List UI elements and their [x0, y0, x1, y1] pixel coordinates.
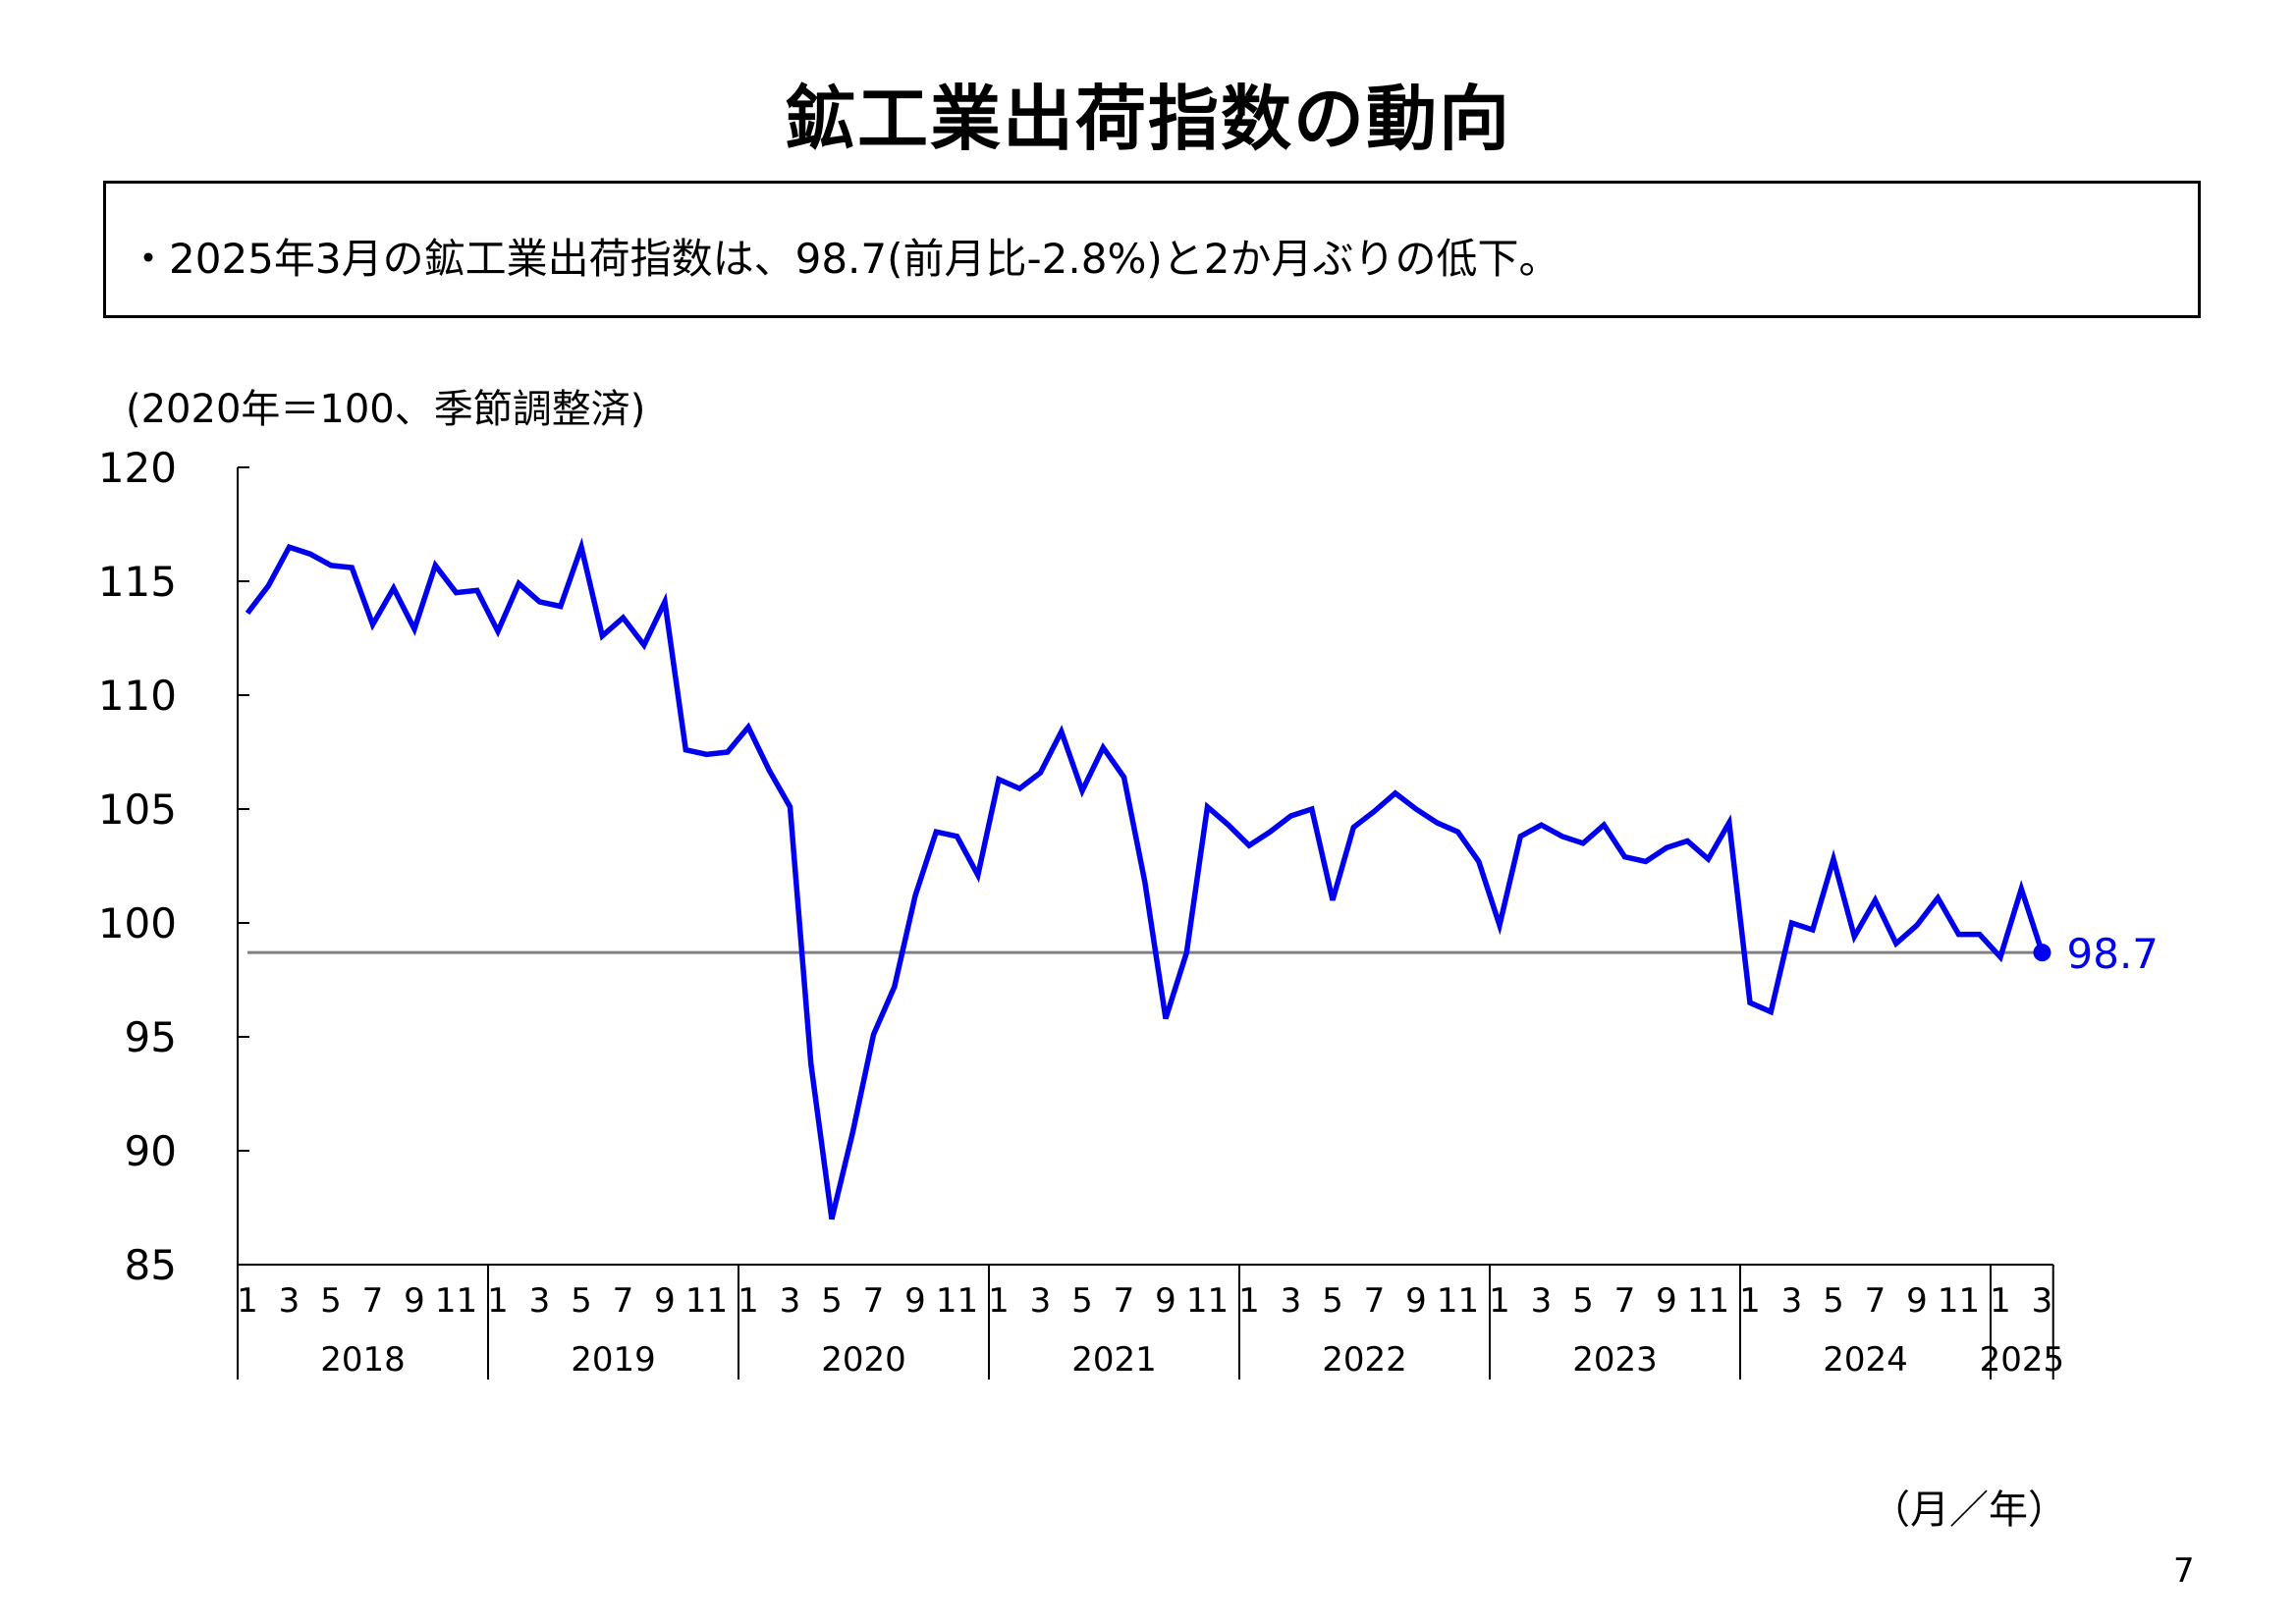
month-tick-label: 9 [1656, 1281, 1677, 1321]
month-tick-label: 7 [1364, 1281, 1386, 1321]
month-tick-label: 7 [1614, 1281, 1636, 1321]
month-tick-label: 11 [435, 1281, 477, 1321]
month-tick-label: 3 [279, 1281, 301, 1321]
month-tick-label: 5 [1322, 1281, 1343, 1321]
year-label: 2019 [571, 1340, 656, 1380]
month-tick-label: 1 [487, 1281, 509, 1321]
month-tick-label: 5 [1071, 1281, 1093, 1321]
year-label: 2023 [1572, 1340, 1658, 1380]
month-tick-label: 3 [1281, 1281, 1302, 1321]
y-tick-label: 110 [98, 672, 177, 720]
y-tick-label: 115 [98, 558, 177, 606]
month-tick-label: 3 [529, 1281, 551, 1321]
month-tick-label: 1 [1990, 1281, 2011, 1321]
month-tick-label: 11 [1938, 1281, 1980, 1321]
month-tick-label: 1 [988, 1281, 1010, 1321]
year-label: 2025 [1980, 1340, 2065, 1380]
latest-point-marker [2033, 944, 2051, 962]
month-tick-label: 9 [1906, 1281, 1928, 1321]
series-line-shipments-index [245, 537, 2046, 1220]
month-tick-label: 5 [571, 1281, 592, 1321]
month-tick-label: 9 [904, 1281, 926, 1321]
y-tick-label: 85 [125, 1241, 177, 1289]
page-title: 鉱工業出荷指数の動向 [784, 78, 1511, 160]
chart-axes [237, 466, 2054, 1380]
month-tick-label: 1 [1739, 1281, 1761, 1321]
month-tick-label: 1 [1489, 1281, 1510, 1321]
month-tick-label: 1 [738, 1281, 759, 1321]
month-tick-label: 11 [1687, 1281, 1729, 1321]
summary-text: ・2025年3月の鉱工業出荷指数は、98.7(前月比-2.8%)と2か月ぶりの低… [128, 235, 1560, 283]
y-tick-label: 95 [125, 1013, 177, 1061]
month-tick-label: 7 [863, 1281, 885, 1321]
month-tick-label: 11 [936, 1281, 978, 1321]
month-tick-label: 5 [320, 1281, 342, 1321]
year-label: 2022 [1322, 1340, 1407, 1380]
year-label: 2018 [320, 1340, 406, 1380]
month-tick-label: 3 [780, 1281, 801, 1321]
month-tick-label: 9 [404, 1281, 425, 1321]
month-tick-label: 3 [1531, 1281, 1553, 1321]
month-tick-label: 7 [362, 1281, 384, 1321]
year-label: 2021 [1071, 1340, 1157, 1380]
month-tick-label: 3 [2032, 1281, 2053, 1321]
month-tick-label: 7 [1114, 1281, 1135, 1321]
month-tick-label: 1 [1238, 1281, 1260, 1321]
y-tick-label: 105 [98, 785, 177, 834]
month-tick-label: 9 [1405, 1281, 1427, 1321]
month-tick-label: 7 [1865, 1281, 1886, 1321]
month-tick-label: 9 [1155, 1281, 1176, 1321]
month-tick-label: 11 [1186, 1281, 1229, 1321]
y-tick-label: 100 [98, 899, 177, 947]
month-tick-label: 1 [237, 1281, 258, 1321]
y-tick-label: 120 [98, 444, 177, 492]
x-axis-unit-label: （月／年） [1871, 1488, 2067, 1533]
year-label: 2020 [821, 1340, 906, 1380]
y-tick-label: 90 [125, 1127, 177, 1175]
unit-label: (2020年＝100、季節調整済) [126, 387, 646, 432]
chart-marks [245, 537, 2051, 1220]
month-tick-label: 3 [1781, 1281, 1803, 1321]
summary-box: ・2025年3月の鉱工業出荷指数は、98.7(前月比-2.8%)と2か月ぶりの低… [103, 181, 2201, 318]
year-label: 2024 [1823, 1340, 1908, 1380]
month-tick-label: 9 [654, 1281, 676, 1321]
month-tick-label: 11 [685, 1281, 728, 1321]
page-number: 7 [2173, 1551, 2195, 1591]
latest-value-label: 98.7 [2067, 930, 2159, 978]
month-tick-label: 5 [1823, 1281, 1844, 1321]
month-tick-label: 5 [1572, 1281, 1594, 1321]
month-tick-label: 3 [1030, 1281, 1052, 1321]
month-tick-label: 5 [821, 1281, 843, 1321]
month-tick-label: 11 [1437, 1281, 1479, 1321]
month-tick-label: 7 [613, 1281, 634, 1321]
